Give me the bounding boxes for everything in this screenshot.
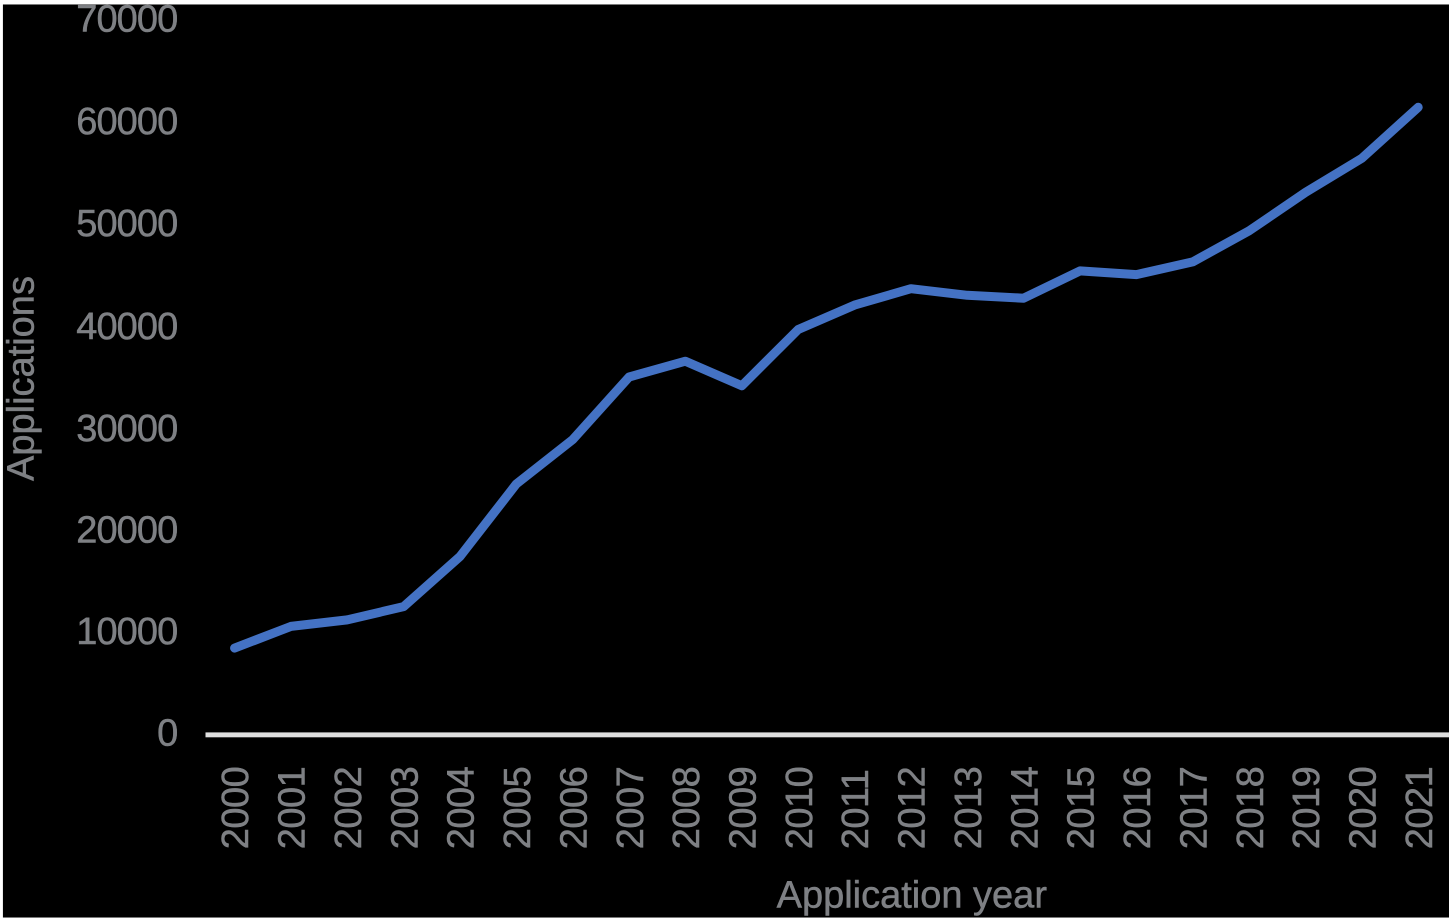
svg-text:2003: 2003 (384, 767, 426, 850)
svg-text:2007: 2007 (610, 767, 652, 850)
svg-text:2009: 2009 (723, 767, 765, 850)
svg-text:2006: 2006 (553, 767, 595, 850)
svg-text:50000: 50000 (76, 203, 177, 245)
svg-text:Applications: Applications (1, 276, 43, 481)
svg-text:Application year: Application year (777, 875, 1048, 917)
svg-text:30000: 30000 (76, 408, 177, 450)
svg-text:2018: 2018 (1230, 767, 1272, 850)
svg-text:10000: 10000 (76, 611, 177, 653)
svg-text:2016: 2016 (1117, 767, 1159, 850)
svg-text:2002: 2002 (328, 767, 370, 850)
svg-text:2005: 2005 (497, 767, 539, 850)
svg-text:2021: 2021 (1399, 767, 1441, 850)
svg-text:20000: 20000 (76, 510, 177, 552)
svg-text:2010: 2010 (779, 767, 821, 850)
svg-text:2020: 2020 (1343, 767, 1385, 850)
svg-text:40000: 40000 (76, 306, 177, 348)
svg-text:2019: 2019 (1286, 767, 1328, 850)
svg-text:2012: 2012 (892, 767, 934, 850)
svg-text:2017: 2017 (1173, 767, 1215, 850)
svg-text:2015: 2015 (1061, 767, 1103, 850)
svg-text:2004: 2004 (441, 766, 483, 849)
svg-text:2008: 2008 (666, 767, 708, 850)
svg-text:2000: 2000 (215, 767, 257, 850)
svg-text:70000: 70000 (76, 0, 177, 41)
svg-text:60000: 60000 (76, 101, 177, 143)
svg-text:2014: 2014 (1004, 766, 1046, 849)
svg-text:2013: 2013 (948, 767, 990, 850)
svg-text:2011: 2011 (835, 770, 877, 850)
svg-text:2001: 2001 (272, 767, 314, 850)
svg-text:0: 0 (157, 713, 177, 755)
